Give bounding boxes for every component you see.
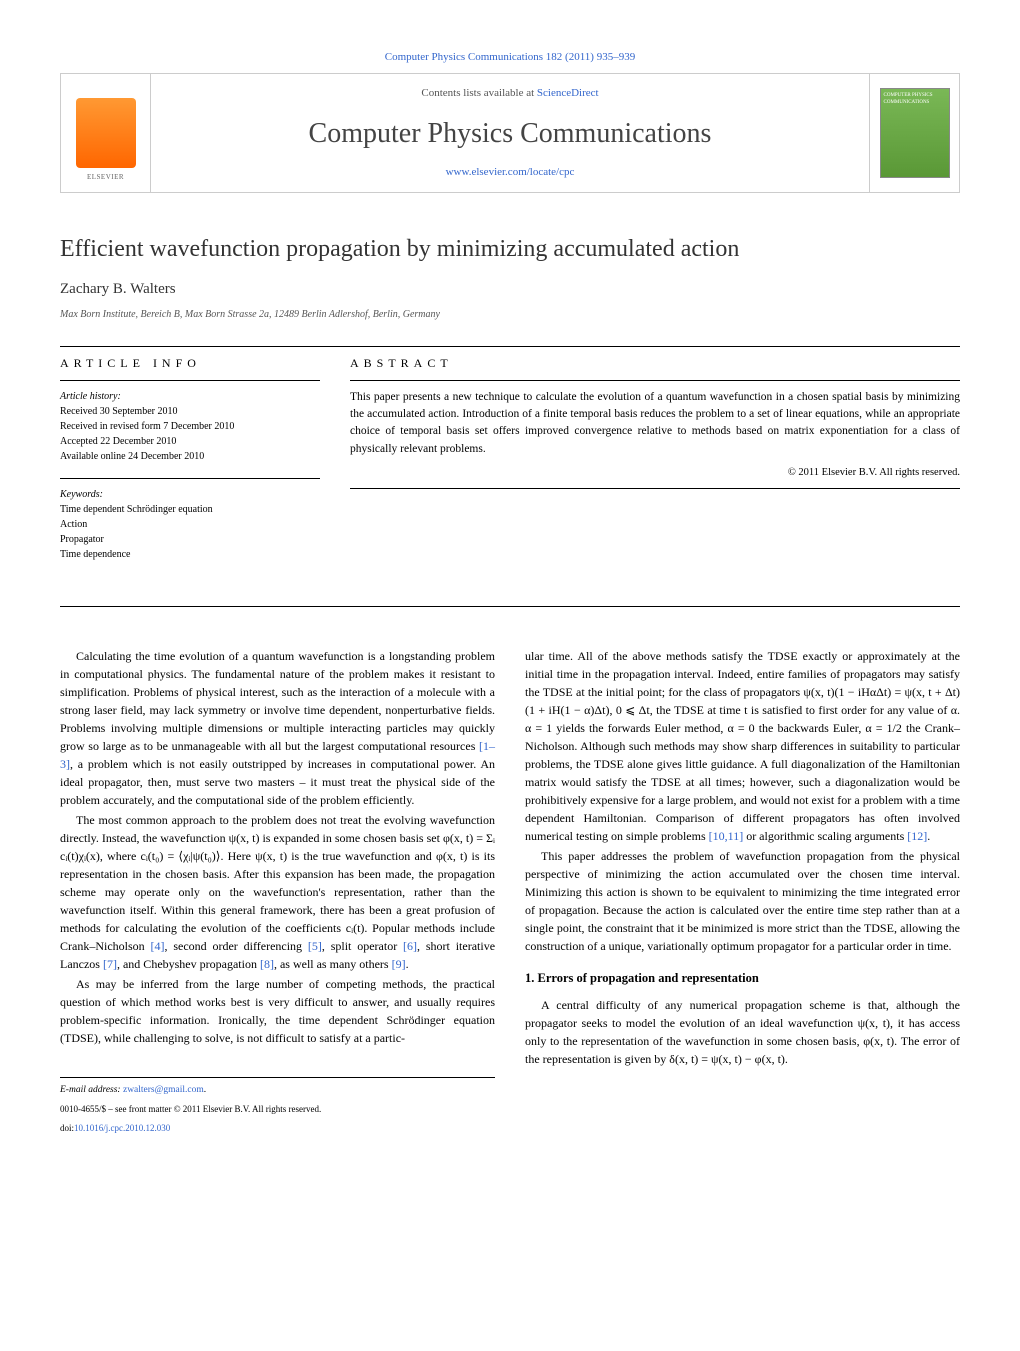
divider (60, 380, 320, 381)
article-info-column: ARTICLE INFO Article history: Received 3… (60, 355, 320, 576)
author-email[interactable]: zwalters@gmail.com (123, 1085, 204, 1095)
body-text: , a problem which is not easily outstrip… (60, 757, 495, 807)
reference-link[interactable]: [7] (103, 957, 117, 971)
journal-name: Computer Physics Communications (163, 114, 857, 153)
history-item: Available online 24 December 2010 (60, 449, 320, 464)
body-paragraph: The most common approach to the problem … (60, 811, 495, 973)
journal-cover-thumbnail (869, 74, 959, 192)
abstract-column: ABSTRACT This paper presents a new techn… (350, 355, 960, 576)
keywords-label: Keywords: (60, 487, 320, 502)
author-affiliation: Max Born Institute, Bereich B, Max Born … (60, 308, 960, 322)
section-heading: 1. Errors of propagation and representat… (525, 969, 960, 988)
email-line: E-mail address: zwalters@gmail.com. (60, 1084, 495, 1097)
body-left-column: Calculating the time evolution of a quan… (60, 647, 495, 1134)
elsevier-tree-icon (76, 98, 136, 168)
doi-prefix: doi: (60, 1123, 74, 1133)
contents-prefix: Contents lists available at (421, 87, 536, 99)
journal-header: Contents lists available at ScienceDirec… (60, 73, 960, 193)
article-history: Article history: Received 30 September 2… (60, 389, 320, 464)
divider (60, 346, 960, 347)
author-name: Zachary B. Walters (60, 279, 960, 300)
body-paragraph: A central difficulty of any numerical pr… (525, 996, 960, 1068)
keyword: Action (60, 517, 320, 532)
history-item: Accepted 22 December 2010 (60, 434, 320, 449)
body-text: , as well as many others (274, 957, 392, 971)
keywords-block: Keywords: Time dependent Schrödinger equ… (60, 487, 320, 562)
body-text: . (406, 957, 409, 971)
reference-link[interactable]: [4] (151, 939, 165, 953)
keyword: Time dependence (60, 547, 320, 562)
elsevier-logo[interactable] (61, 74, 151, 192)
body-paragraph: ular time. All of the above methods sati… (525, 647, 960, 845)
sciencedirect-link[interactable]: ScienceDirect (537, 87, 599, 99)
header-center: Contents lists available at ScienceDirec… (151, 74, 869, 192)
keyword: Time dependent Schrödinger equation (60, 502, 320, 517)
body-right-column: ular time. All of the above methods sati… (525, 647, 960, 1134)
divider (60, 478, 320, 479)
keyword: Propagator (60, 532, 320, 547)
abstract-text: This paper presents a new technique to c… (350, 389, 960, 458)
abstract-heading: ABSTRACT (350, 355, 960, 372)
doi-line: doi:10.1016/j.cpc.2010.12.030 (60, 1122, 495, 1135)
divider (60, 606, 960, 607)
issn-line: 0010-4655/$ – see front matter © 2011 El… (60, 1103, 495, 1116)
page-footer: E-mail address: zwalters@gmail.com. 0010… (60, 1077, 495, 1134)
reference-link[interactable]: [6] (403, 939, 417, 953)
article-body: Calculating the time evolution of a quan… (60, 647, 960, 1134)
body-text: , second order differencing (165, 939, 308, 953)
history-label: Article history: (60, 389, 320, 404)
email-label: E-mail address: (60, 1085, 121, 1095)
body-text: or algorithmic scaling arguments (743, 829, 907, 843)
body-text: The most common approach to the problem … (60, 813, 495, 953)
reference-link[interactable]: [12] (907, 829, 927, 843)
doi-link[interactable]: 10.1016/j.cpc.2010.12.030 (74, 1123, 170, 1133)
reference-link[interactable]: [9] (392, 957, 406, 971)
contents-available-line: Contents lists available at ScienceDirec… (163, 86, 857, 101)
reference-link[interactable]: [5] (308, 939, 322, 953)
reference-link[interactable]: [8] (260, 957, 274, 971)
divider (350, 488, 960, 489)
body-text: . (927, 829, 930, 843)
journal-homepage-link[interactable]: www.elsevier.com/locate/cpc (163, 165, 857, 180)
history-item: Received 30 September 2010 (60, 404, 320, 419)
article-info-heading: ARTICLE INFO (60, 355, 320, 372)
body-text: ular time. All of the above methods sati… (525, 649, 960, 843)
divider (350, 380, 960, 381)
body-paragraph: Calculating the time evolution of a quan… (60, 647, 495, 809)
body-text: , and Chebyshev propagation (117, 957, 260, 971)
cover-image (880, 88, 950, 178)
journal-citation: Computer Physics Communications 182 (201… (60, 50, 960, 65)
reference-link[interactable]: [10,11] (709, 829, 744, 843)
body-text: Calculating the time evolution of a quan… (60, 649, 495, 753)
article-title: Efficient wavefunction propagation by mi… (60, 233, 960, 267)
body-paragraph: This paper addresses the problem of wave… (525, 847, 960, 955)
body-text: , split operator (322, 939, 403, 953)
body-paragraph: As may be inferred from the large number… (60, 975, 495, 1047)
abstract-copyright: © 2011 Elsevier B.V. All rights reserved… (350, 466, 960, 481)
history-item: Received in revised form 7 December 2010 (60, 419, 320, 434)
